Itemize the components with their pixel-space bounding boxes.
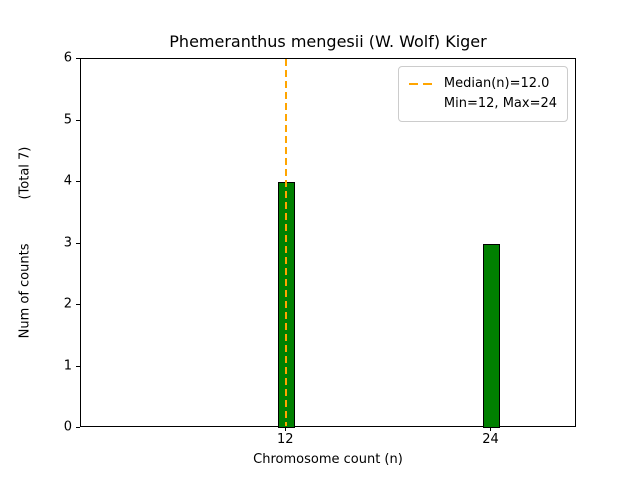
legend-row-median: Median(n)=12.0 [408, 74, 557, 94]
x-tick-label-12: 12 [276, 432, 294, 447]
y-axis-label-wrap: Num of counts (Total 7) [12, 58, 38, 427]
x-tick-mark-24 [490, 427, 492, 431]
y-tick-mark-1 [76, 365, 80, 367]
y-tick-mark-4 [76, 181, 80, 182]
legend: Median(n)=12.0 Min=12, Max=24 [397, 66, 568, 123]
y-tick-label-4: 4 [63, 173, 72, 189]
legend-row-minmax: Min=12, Max=24 [409, 94, 557, 114]
x-tick-mark-12 [285, 427, 287, 431]
y-tick-label-1: 1 [63, 358, 72, 373]
y-tick-label-3: 3 [63, 235, 72, 250]
y-tick-label-2: 2 [63, 296, 72, 312]
y-tick-label-0: 0 [63, 419, 72, 435]
bar-24 [482, 243, 501, 428]
median-line-sample-icon [408, 83, 436, 86]
y-axis-total-label: (Total 7) [17, 146, 33, 200]
y-tick-label-6: 6 [63, 50, 72, 66]
y-tick-mark-0 [76, 427, 80, 428]
chart-title: Phemeranthus mengesii (W. Wolf) Kiger [169, 32, 487, 51]
legend-label-minmax: Min=12, Max=24 [443, 96, 557, 112]
y-tick-mark-6 [76, 58, 80, 59]
y-axis-label: Num of counts (Total 7) [18, 147, 33, 339]
median-line [285, 59, 288, 426]
y-tick-label-5: 5 [63, 112, 72, 127]
y-tick-mark-3 [76, 242, 80, 244]
y-tick-mark-5 [76, 119, 80, 121]
legend-sample-spacer [409, 103, 436, 105]
y-tick-mark-2 [76, 304, 80, 305]
x-axis-label: Chromosome count (n) [253, 452, 403, 467]
x-tick-label-24: 24 [482, 432, 499, 447]
legend-label-median: Median(n)=12.0 [443, 76, 550, 91]
plot-area: Median(n)=12.0 Min=12, Max=24 [80, 58, 576, 428]
y-axis-label-text: Num of counts [17, 243, 33, 339]
